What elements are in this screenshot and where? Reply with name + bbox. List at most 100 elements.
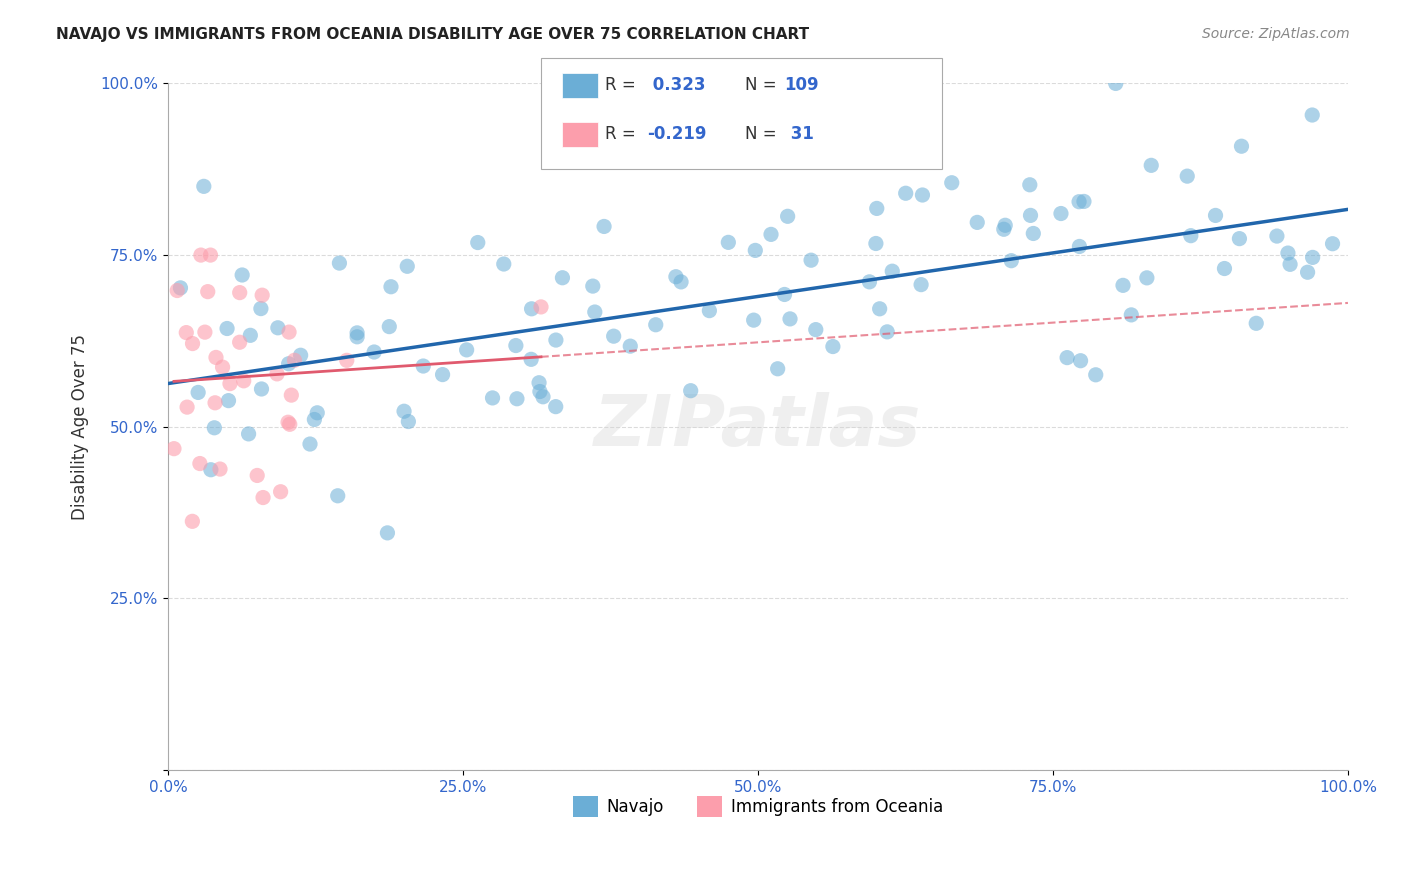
- Immigrants from Oceania: [166, 284, 188, 298]
- Navajo: [1180, 228, 1202, 243]
- Immigrants from Oceania: [188, 457, 211, 471]
- Navajo: [551, 270, 574, 285]
- Navajo: [1302, 251, 1324, 265]
- Navajo: [993, 222, 1015, 236]
- Navajo: [582, 279, 605, 293]
- Immigrants from Oceania: [250, 288, 273, 302]
- Y-axis label: Disability Age Over 75: Disability Age Over 75: [72, 334, 89, 520]
- Immigrants from Oceania: [266, 367, 288, 381]
- Legend: Navajo, Immigrants from Oceania: Navajo, Immigrants from Oceania: [567, 789, 949, 823]
- Navajo: [858, 275, 880, 289]
- Immigrants from Oceania: [200, 248, 222, 262]
- Immigrants from Oceania: [176, 400, 198, 414]
- Immigrants from Oceania: [278, 325, 301, 339]
- Navajo: [966, 215, 988, 229]
- Navajo: [544, 400, 567, 414]
- Navajo: [1322, 236, 1344, 251]
- Text: -0.219: -0.219: [647, 125, 706, 143]
- Navajo: [520, 352, 543, 367]
- Navajo: [869, 301, 891, 316]
- Navajo: [1000, 253, 1022, 268]
- Navajo: [531, 390, 554, 404]
- Navajo: [396, 415, 419, 429]
- Navajo: [520, 301, 543, 316]
- Navajo: [392, 404, 415, 418]
- Text: 0.323: 0.323: [647, 76, 706, 94]
- Navajo: [218, 393, 240, 408]
- Navajo: [1050, 206, 1073, 220]
- Navajo: [1112, 278, 1135, 293]
- Navajo: [346, 330, 368, 344]
- Navajo: [1301, 108, 1323, 122]
- Navajo: [1296, 265, 1319, 279]
- Navajo: [1140, 158, 1163, 172]
- Immigrants from Oceania: [181, 514, 204, 528]
- Navajo: [1175, 169, 1198, 183]
- Navajo: [759, 227, 782, 242]
- Navajo: [679, 384, 702, 398]
- Immigrants from Oceania: [211, 360, 233, 375]
- Text: 31: 31: [785, 125, 814, 143]
- Navajo: [882, 264, 904, 278]
- Navajo: [193, 179, 215, 194]
- Immigrants from Oceania: [181, 336, 204, 351]
- Navajo: [1277, 246, 1299, 260]
- Navajo: [432, 368, 454, 382]
- Navajo: [1019, 208, 1042, 222]
- Navajo: [231, 268, 253, 282]
- Navajo: [250, 382, 273, 396]
- Immigrants from Oceania: [232, 374, 254, 388]
- Navajo: [298, 437, 321, 451]
- Navajo: [911, 188, 934, 202]
- Navajo: [492, 257, 515, 271]
- Navajo: [742, 313, 765, 327]
- Navajo: [456, 343, 478, 357]
- Navajo: [267, 320, 290, 334]
- Navajo: [1213, 261, 1236, 276]
- Navajo: [215, 321, 238, 335]
- Navajo: [1018, 178, 1040, 192]
- Text: N =: N =: [745, 125, 782, 143]
- Navajo: [378, 319, 401, 334]
- Navajo: [665, 269, 688, 284]
- Navajo: [876, 325, 898, 339]
- Navajo: [1230, 139, 1253, 153]
- Navajo: [377, 525, 399, 540]
- Navajo: [1105, 77, 1128, 91]
- Navajo: [277, 357, 299, 371]
- Navajo: [910, 277, 932, 292]
- Navajo: [583, 305, 606, 319]
- Navajo: [307, 406, 329, 420]
- Immigrants from Oceania: [194, 325, 217, 339]
- Navajo: [669, 275, 692, 289]
- Navajo: [1279, 257, 1302, 271]
- Navajo: [380, 279, 402, 293]
- Immigrants from Oceania: [204, 396, 226, 410]
- Navajo: [1067, 194, 1090, 209]
- Immigrants from Oceania: [277, 415, 299, 429]
- Navajo: [202, 421, 225, 435]
- Immigrants from Oceania: [530, 300, 553, 314]
- Navajo: [506, 392, 529, 406]
- Navajo: [328, 256, 350, 270]
- Navajo: [1069, 239, 1091, 253]
- Text: ZIPatlas: ZIPatlas: [595, 392, 922, 461]
- Navajo: [865, 236, 887, 251]
- Immigrants from Oceania: [246, 468, 269, 483]
- Navajo: [250, 301, 273, 316]
- Navajo: [866, 202, 889, 216]
- Immigrants from Oceania: [219, 376, 242, 391]
- Navajo: [1136, 270, 1159, 285]
- Navajo: [779, 312, 801, 326]
- Navajo: [593, 219, 616, 234]
- Navajo: [505, 338, 527, 352]
- Navajo: [200, 463, 222, 477]
- Navajo: [481, 391, 503, 405]
- Navajo: [619, 339, 641, 353]
- Immigrants from Oceania: [270, 484, 292, 499]
- Navajo: [941, 176, 963, 190]
- Navajo: [1229, 232, 1251, 246]
- Navajo: [773, 287, 796, 301]
- Text: Source: ZipAtlas.com: Source: ZipAtlas.com: [1202, 27, 1350, 41]
- Text: R =: R =: [605, 125, 641, 143]
